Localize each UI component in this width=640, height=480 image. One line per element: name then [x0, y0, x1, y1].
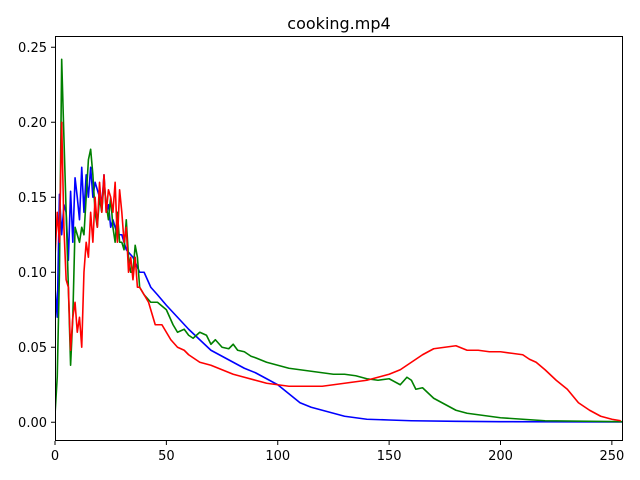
x-tick-label: 200: [488, 449, 513, 464]
y-tick-label: 0.00: [18, 416, 47, 431]
y-tick-label: 0.10: [18, 266, 47, 281]
series-group: [55, 58, 623, 423]
y-tick-label: 0.25: [18, 41, 47, 56]
x-tick-label: 100: [265, 449, 290, 464]
axes-frame: [55, 36, 623, 441]
series-line-1: [55, 58, 623, 423]
x-tick-label: 250: [599, 449, 624, 464]
y-tick-label: 0.05: [18, 341, 47, 356]
y-tick-label: 0.20: [18, 116, 47, 131]
chart-title: cooking.mp4: [287, 14, 390, 33]
y-axis: 0.00 0.05 0.10 0.15 0.20 0.25: [18, 41, 55, 431]
plot-area: [55, 36, 623, 441]
x-tick-label: 50: [158, 449, 175, 464]
series-line-0: [55, 166, 623, 423]
x-axis: 0 50 100 150 200 250: [51, 441, 624, 464]
x-tick-label: 0: [51, 449, 59, 464]
x-tick-label: 150: [377, 449, 402, 464]
y-tick-label: 0.15: [18, 191, 47, 206]
series-line-2: [55, 121, 621, 422]
